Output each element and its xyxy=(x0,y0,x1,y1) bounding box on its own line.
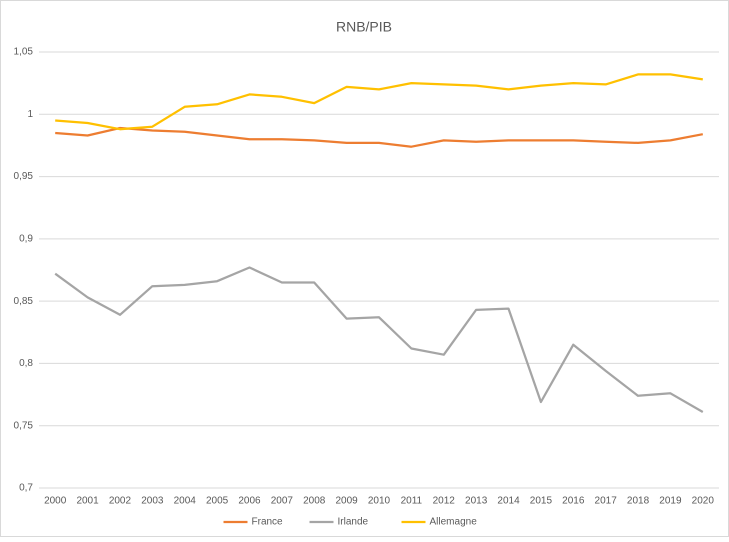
x-tick-label: 2004 xyxy=(174,496,197,507)
x-tick-label: 2009 xyxy=(335,496,358,507)
y-tick-label: 0,8 xyxy=(19,358,33,369)
x-tick-label: 2016 xyxy=(562,496,585,507)
x-tick-label: 2011 xyxy=(401,496,423,507)
x-tick-label: 2000 xyxy=(44,496,67,507)
x-tick-label: 2007 xyxy=(271,496,294,507)
series-line xyxy=(54,266,704,413)
x-tick-label: 2005 xyxy=(206,496,229,507)
y-tick-label: 0,75 xyxy=(14,420,34,431)
x-tick-label: 2019 xyxy=(659,496,682,507)
x-tick-label: 2014 xyxy=(497,496,520,507)
chart-title: RNB/PIB xyxy=(336,19,392,35)
x-tick-label: 2018 xyxy=(627,496,650,507)
y-tick-label: 0,9 xyxy=(19,233,33,244)
x-tick-label: 2017 xyxy=(595,496,618,507)
legend-label: Allemagne xyxy=(430,517,478,528)
legend-label: France xyxy=(252,517,284,528)
x-tick-label: 2002 xyxy=(109,496,132,507)
series-line xyxy=(55,126,704,148)
x-tick-label: 2006 xyxy=(238,496,261,507)
legend-label: Irlande xyxy=(338,517,369,528)
y-tick-label: 0,95 xyxy=(14,171,34,182)
y-tick-label: 1 xyxy=(27,109,33,120)
y-tick-label: 1,05 xyxy=(14,47,34,58)
x-tick-label: 2015 xyxy=(530,496,553,507)
x-tick-label: 2010 xyxy=(368,496,391,507)
x-tick-label: 2003 xyxy=(141,496,164,507)
y-tick-label: 0,7 xyxy=(19,483,33,494)
series-line xyxy=(55,73,703,131)
y-tick-label: 0,85 xyxy=(14,296,34,307)
x-tick-label: 2013 xyxy=(465,496,488,507)
x-tick-label: 2001 xyxy=(76,496,99,507)
x-tick-label: 2012 xyxy=(433,496,456,507)
x-tick-label: 2020 xyxy=(692,496,715,507)
x-tick-label: 2008 xyxy=(303,496,326,507)
